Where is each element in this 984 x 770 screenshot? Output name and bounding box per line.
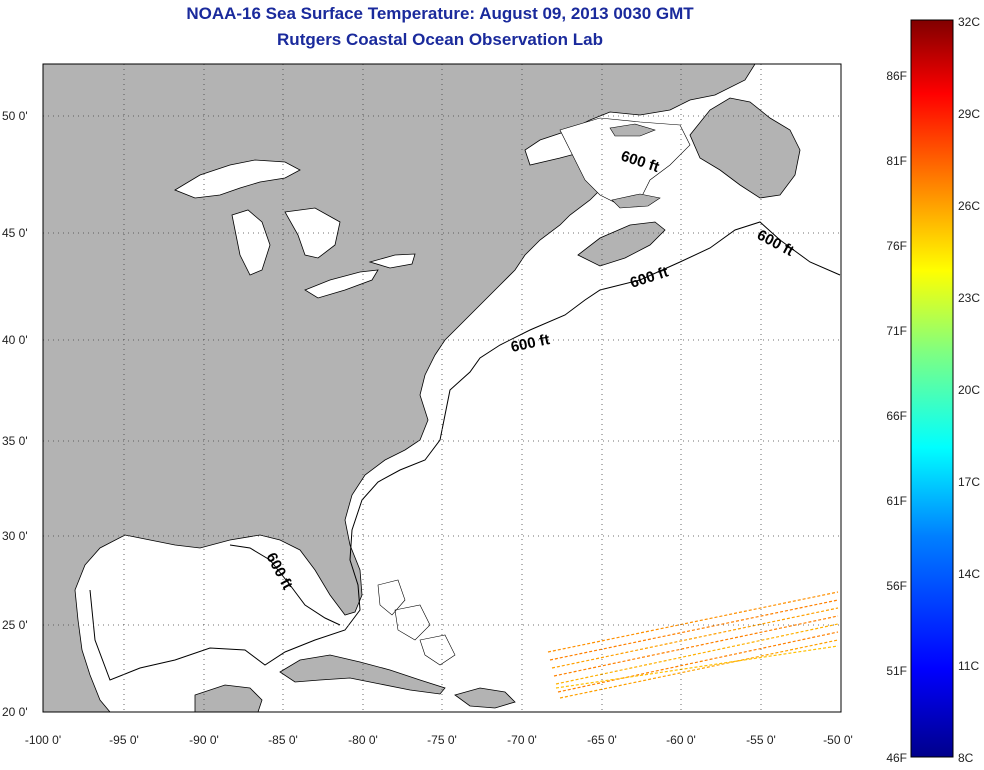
map-subtitle: Rutgers Coastal Ocean Observation Lab	[277, 30, 603, 49]
lake-huron	[284, 207, 341, 259]
prince-edward-island	[611, 193, 661, 209]
lon-label: -100 0'	[25, 733, 61, 747]
celsius-label: 29C	[958, 107, 980, 121]
fahrenheit-label: 46F	[886, 751, 907, 765]
fahrenheit-label: 81F	[886, 154, 907, 168]
lake-erie	[304, 269, 379, 299]
fahrenheit-label: 61F	[886, 494, 907, 508]
longitude-labels: -100 0' -95 0' -90 0' -85 0' -80 0' -75 …	[25, 733, 853, 747]
map-frame	[42, 63, 842, 713]
celsius-label: 14C	[958, 567, 980, 581]
gulf-st-lawrence	[559, 117, 691, 206]
lon-label: -55 0'	[746, 733, 776, 747]
yucatan-peninsula	[194, 684, 263, 712]
lat-label: 30 0'	[2, 529, 28, 543]
lon-label: -50 0'	[823, 733, 853, 747]
lat-label: 20 0'	[2, 705, 28, 719]
fahrenheit-label: 86F	[886, 69, 907, 83]
lon-label: -70 0'	[507, 733, 537, 747]
lake-ontario	[368, 253, 416, 269]
lon-label: -65 0'	[587, 733, 617, 747]
fahrenheit-label: 56F	[886, 579, 907, 593]
hispaniola	[454, 687, 516, 709]
lon-label: -95 0'	[109, 733, 139, 747]
colorbar-celsius-labels: 32C 29C 26C 23C 20C 17C 14C 11C 8C	[958, 15, 980, 765]
colorbar-fahrenheit-labels: 86F 81F 76F 71F 66F 61F 56F 51F 46F	[886, 69, 907, 765]
lon-label: -60 0'	[666, 733, 696, 747]
celsius-label: 20C	[958, 383, 980, 397]
lon-label: -75 0'	[427, 733, 457, 747]
lat-label: 50 0'	[2, 109, 28, 123]
latitude-labels: 50 0' 45 0' 40 0' 35 0' 30 0' 25 0' 20 0…	[2, 109, 28, 719]
lon-label: -90 0'	[189, 733, 219, 747]
sst-swath	[547, 591, 839, 699]
celsius-label: 26C	[958, 199, 980, 213]
newfoundland	[689, 97, 801, 199]
celsius-label: 8C	[958, 751, 974, 765]
isobath-600ft-gulf	[229, 544, 341, 626]
sst-colorbar	[910, 19, 954, 758]
fahrenheit-label: 51F	[886, 664, 907, 678]
lake-michigan	[231, 209, 271, 276]
lat-label: 45 0'	[2, 226, 28, 240]
anticosti-island	[609, 123, 656, 137]
lon-label: -85 0'	[268, 733, 298, 747]
celsius-label: 32C	[958, 15, 980, 29]
lon-label: -80 0'	[348, 733, 378, 747]
map-title: NOAA-16 Sea Surface Temperature: August …	[186, 4, 694, 23]
lat-label: 35 0'	[2, 434, 28, 448]
bahamas-banks	[377, 579, 456, 666]
cuba	[279, 654, 446, 695]
lat-label: 25 0'	[2, 618, 28, 632]
map-grid	[43, 64, 841, 712]
celsius-label: 17C	[958, 475, 980, 489]
north-america-land	[43, 64, 756, 712]
lat-label: 40 0'	[2, 333, 28, 347]
lake-superior	[174, 159, 301, 199]
celsius-label: 23C	[958, 291, 980, 305]
isobath-600ft	[89, 221, 841, 681]
celsius-label: 11C	[958, 659, 979, 673]
fahrenheit-label: 76F	[886, 239, 907, 253]
fahrenheit-label: 71F	[886, 324, 907, 338]
fahrenheit-label: 66F	[886, 409, 907, 423]
